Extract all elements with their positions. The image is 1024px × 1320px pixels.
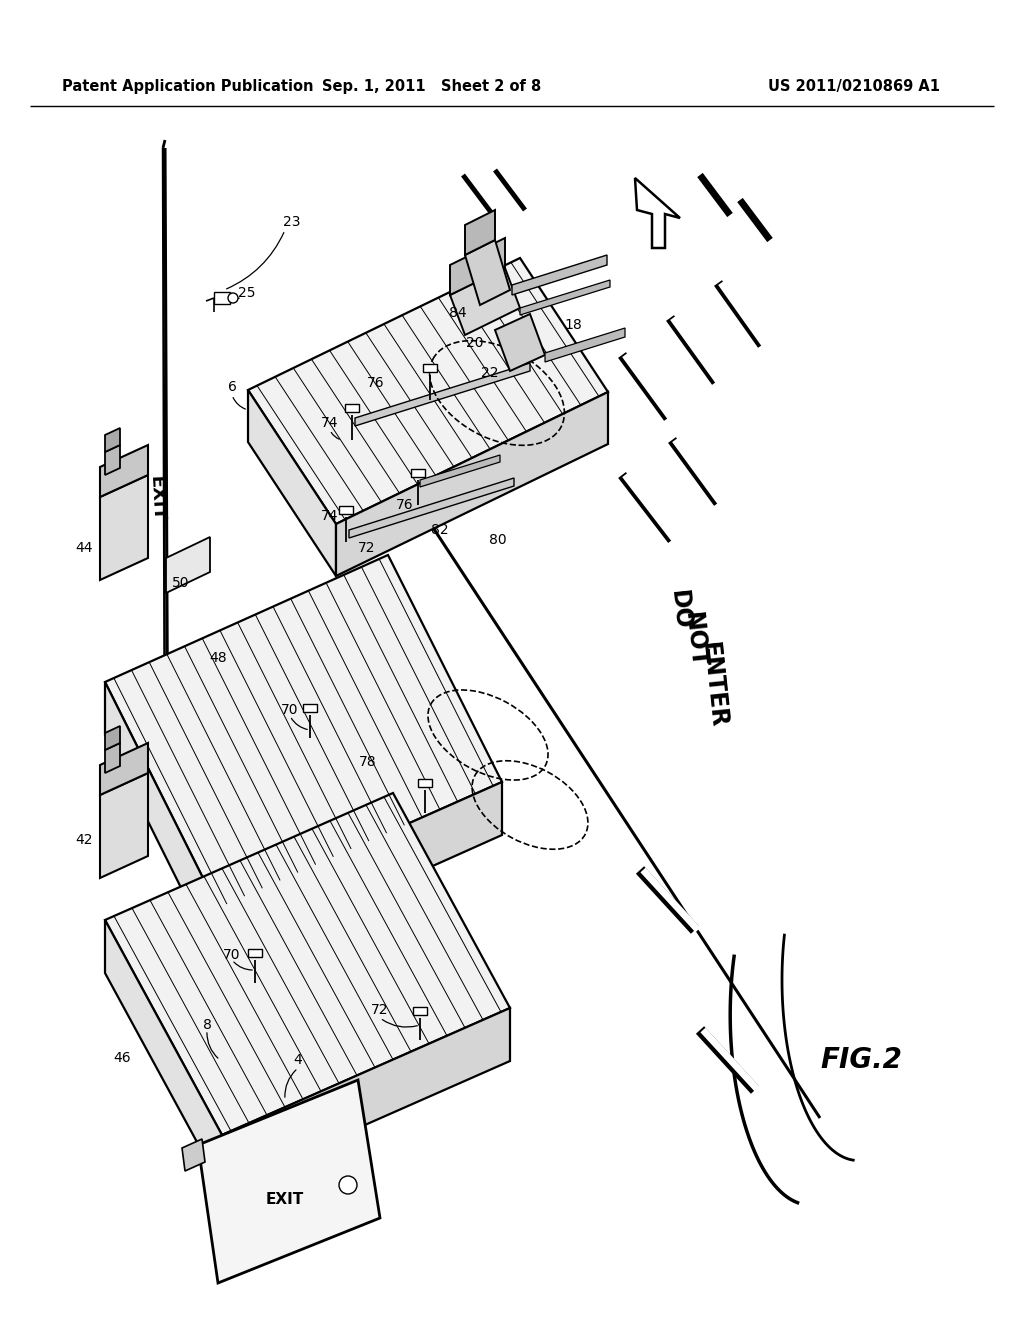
Text: 74: 74: [322, 416, 339, 430]
Polygon shape: [100, 774, 148, 878]
Text: 76: 76: [396, 498, 414, 512]
Text: ENTER: ENTER: [696, 640, 729, 729]
Polygon shape: [345, 404, 359, 412]
Polygon shape: [222, 1008, 510, 1188]
Polygon shape: [105, 554, 502, 908]
Text: 18: 18: [564, 318, 582, 333]
Text: EXIT: EXIT: [266, 1192, 304, 1208]
Text: 46: 46: [114, 1051, 131, 1065]
Polygon shape: [303, 704, 317, 713]
Polygon shape: [413, 1007, 427, 1015]
Text: 78: 78: [359, 755, 377, 770]
Text: Patent Application Publication: Patent Application Publication: [62, 79, 313, 95]
Text: NOT: NOT: [680, 611, 710, 669]
Text: 80: 80: [489, 533, 507, 546]
Text: Sep. 1, 2011   Sheet 2 of 8: Sep. 1, 2011 Sheet 2 of 8: [323, 79, 542, 95]
Polygon shape: [420, 455, 500, 487]
Polygon shape: [423, 364, 437, 372]
Text: 72: 72: [358, 541, 376, 554]
Polygon shape: [339, 506, 353, 515]
Polygon shape: [349, 478, 514, 539]
Text: 4: 4: [294, 1053, 302, 1067]
Polygon shape: [512, 255, 607, 294]
Polygon shape: [495, 314, 545, 371]
Polygon shape: [214, 292, 230, 304]
Polygon shape: [105, 743, 120, 774]
Text: 42: 42: [75, 833, 93, 847]
Circle shape: [228, 293, 238, 304]
Text: 84: 84: [450, 306, 467, 319]
Text: 23: 23: [284, 215, 301, 228]
Polygon shape: [105, 682, 218, 962]
Polygon shape: [355, 363, 530, 426]
Text: 48: 48: [209, 651, 226, 665]
Polygon shape: [198, 1080, 380, 1283]
Text: 76: 76: [368, 376, 385, 389]
Text: EXIT: EXIT: [146, 475, 167, 521]
Polygon shape: [411, 469, 425, 478]
Polygon shape: [465, 210, 495, 255]
Polygon shape: [450, 238, 505, 294]
Polygon shape: [450, 268, 520, 335]
Polygon shape: [105, 920, 222, 1188]
Text: 20: 20: [466, 337, 483, 350]
Polygon shape: [105, 428, 120, 451]
Polygon shape: [100, 743, 148, 795]
Text: 25: 25: [239, 286, 256, 300]
Text: 82: 82: [431, 523, 449, 537]
Circle shape: [339, 1176, 357, 1195]
Text: 6: 6: [227, 380, 237, 393]
Polygon shape: [218, 781, 502, 962]
Text: 8: 8: [203, 1018, 211, 1032]
Text: 70: 70: [282, 704, 299, 717]
Polygon shape: [166, 537, 210, 593]
Polygon shape: [465, 240, 510, 305]
Polygon shape: [248, 389, 336, 576]
Text: FIG.2: FIG.2: [820, 1045, 902, 1074]
Text: US 2011/0210869 A1: US 2011/0210869 A1: [768, 79, 940, 95]
Polygon shape: [635, 178, 680, 248]
Polygon shape: [100, 445, 148, 498]
Text: 22: 22: [481, 366, 499, 380]
Text: 72: 72: [372, 1003, 389, 1016]
Text: 44: 44: [75, 541, 93, 554]
Polygon shape: [105, 726, 120, 750]
Polygon shape: [248, 949, 262, 957]
Polygon shape: [182, 1139, 205, 1171]
Text: DO: DO: [666, 589, 694, 631]
Polygon shape: [105, 793, 510, 1135]
Text: 74: 74: [322, 510, 339, 523]
Polygon shape: [105, 445, 120, 475]
Text: 50: 50: [172, 576, 189, 590]
Polygon shape: [418, 779, 432, 787]
Polygon shape: [336, 392, 608, 576]
Polygon shape: [520, 280, 610, 315]
Polygon shape: [248, 257, 608, 524]
Text: 70: 70: [223, 948, 241, 962]
Polygon shape: [545, 327, 625, 362]
Polygon shape: [100, 475, 148, 579]
